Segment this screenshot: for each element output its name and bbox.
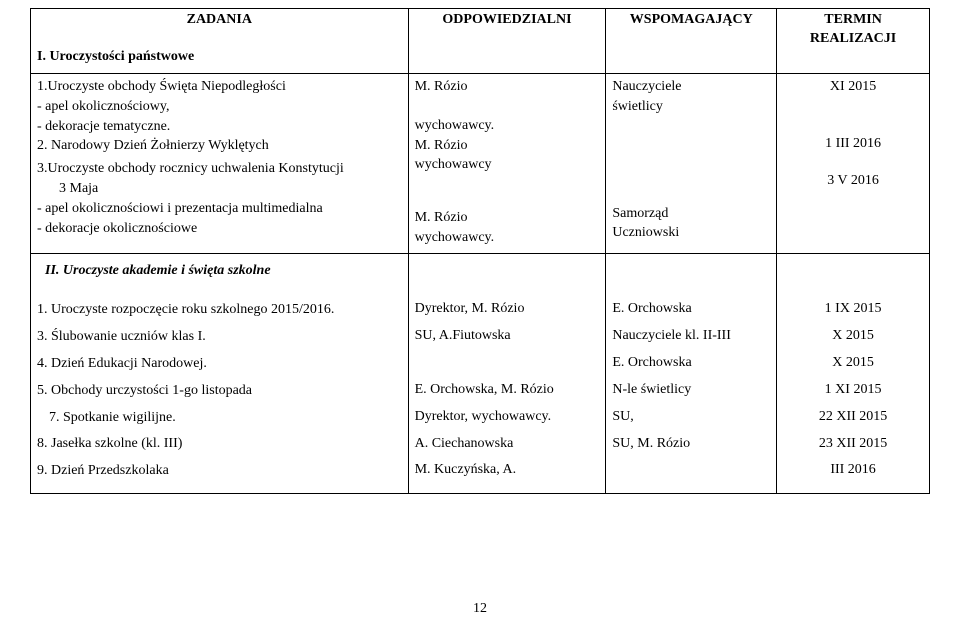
section2-title: II. Uroczyste akademie i święta szkolne <box>37 258 402 293</box>
s1-item3: 3.Uroczyste obchody rocznicy uchwalenia … <box>37 160 402 179</box>
s1-date1: XI 2015 <box>783 78 923 97</box>
s2-date-1: X 2015 <box>783 327 923 346</box>
s1-date3: 3 V 2016 <box>783 172 923 191</box>
s2-resp-4: Dyrektor, wychowawcy. <box>415 408 600 427</box>
s2-date-5: 23 XII 2015 <box>783 435 923 454</box>
s1-item3c: - dekoracje okolicznościowe <box>37 220 402 239</box>
s1-item3b: - apel okolicznościowi i prezentacja mul… <box>37 200 402 219</box>
table-header-row: ZADANIA I. Uroczystości państwowe ODPOWI… <box>31 9 930 74</box>
s2-sup-1: Nauczyciele kl. II-III <box>612 327 770 346</box>
header-termin: TERMIN REALIZACJI <box>777 9 930 74</box>
s1-resp5: M. Rózio <box>415 209 600 228</box>
s1-item2: 2. Narodowy Dzień Żołnierzy Wyklętych <box>37 137 402 156</box>
section1-title: I. Uroczystości państwowe <box>37 48 402 67</box>
s1-resp6: wychowawcy. <box>415 229 600 248</box>
s1-item3a: 3 Maja <box>37 180 402 199</box>
s2-date-0: 1 IX 2015 <box>783 300 923 319</box>
s1-item1a: - apel okolicznościowy, <box>37 98 402 117</box>
s1-sup1: Nauczyciele <box>612 78 770 97</box>
s2-sup-6 <box>612 461 770 480</box>
s2-date-3: 1 XI 2015 <box>783 381 923 400</box>
s2-sup-0: E. Orchowska <box>612 300 770 319</box>
s2-sup-3: N-le świetlicy <box>612 381 770 400</box>
s1-item1b: - dekoracje tematyczne. <box>37 118 402 137</box>
s1-resp3: M. Rózio <box>415 137 600 156</box>
section1-row: 1.Uroczyste obchody Święta Niepodległośc… <box>31 73 930 253</box>
s2-resp-3: E. Orchowska, M. Rózio <box>415 381 600 400</box>
s2-resp-1: SU, A.Fiutowska <box>415 327 600 346</box>
s1-resp2: wychowawcy. <box>415 117 600 136</box>
s1-sup2: świetlicy <box>612 98 770 117</box>
s2-task-2: 4. Dzień Edukacji Narodowej. <box>37 355 402 374</box>
s1-resp1: M. Rózio <box>415 78 600 97</box>
s2-resp-5: A. Ciechanowska <box>415 435 600 454</box>
header-odpowiedzialni: ODPOWIEDZIALNI <box>408 9 606 74</box>
page-number: 12 <box>0 601 960 617</box>
s1-sup3: Samorząd <box>612 205 770 224</box>
s2-resp-2 <box>415 354 600 373</box>
s2-date-6: III 2016 <box>783 461 923 480</box>
s2-sup-5: SU, M. Rózio <box>612 435 770 454</box>
s2-resp-6: M. Kuczyńska, A. <box>415 461 600 480</box>
s2-sup-4: SU, <box>612 408 770 427</box>
s2-resp-0: Dyrektor, M. Rózio <box>415 300 600 319</box>
s2-date-4: 22 XII 2015 <box>783 408 923 427</box>
s2-sup-2: E. Orchowska <box>612 354 770 373</box>
s2-task-1: 3. Ślubowanie uczniów klas I. <box>37 328 402 347</box>
s1-sup4: Uczniowski <box>612 224 770 243</box>
section2-row: II. Uroczyste akademie i święta szkolne … <box>31 254 930 494</box>
s2-date-2: X 2015 <box>783 354 923 373</box>
header-zadania: ZADANIA <box>37 11 402 30</box>
s1-resp4: wychowawcy <box>415 156 600 175</box>
s2-task-4: 7. Spotkanie wigilijne. <box>37 409 402 428</box>
header-wspomagajacy: WSPOMAGAJĄCY <box>606 9 777 74</box>
s2-task-0: 1. Uroczyste rozpoczęcie roku szkolnego … <box>37 301 402 320</box>
header-termin-b: REALIZACJI <box>783 30 923 49</box>
s2-task-6: 9. Dzień Przedszkolaka <box>37 462 402 481</box>
s2-task-3: 5. Obchody urczystości 1-go listopada <box>37 382 402 401</box>
s1-item1: 1.Uroczyste obchody Święta Niepodległośc… <box>37 78 402 97</box>
s2-task-5: 8. Jasełka szkolne (kl. III) <box>37 435 402 454</box>
header-termin-a: TERMIN <box>783 11 923 30</box>
schedule-table: ZADANIA I. Uroczystości państwowe ODPOWI… <box>30 8 930 494</box>
s1-date2: 1 III 2016 <box>783 135 923 154</box>
